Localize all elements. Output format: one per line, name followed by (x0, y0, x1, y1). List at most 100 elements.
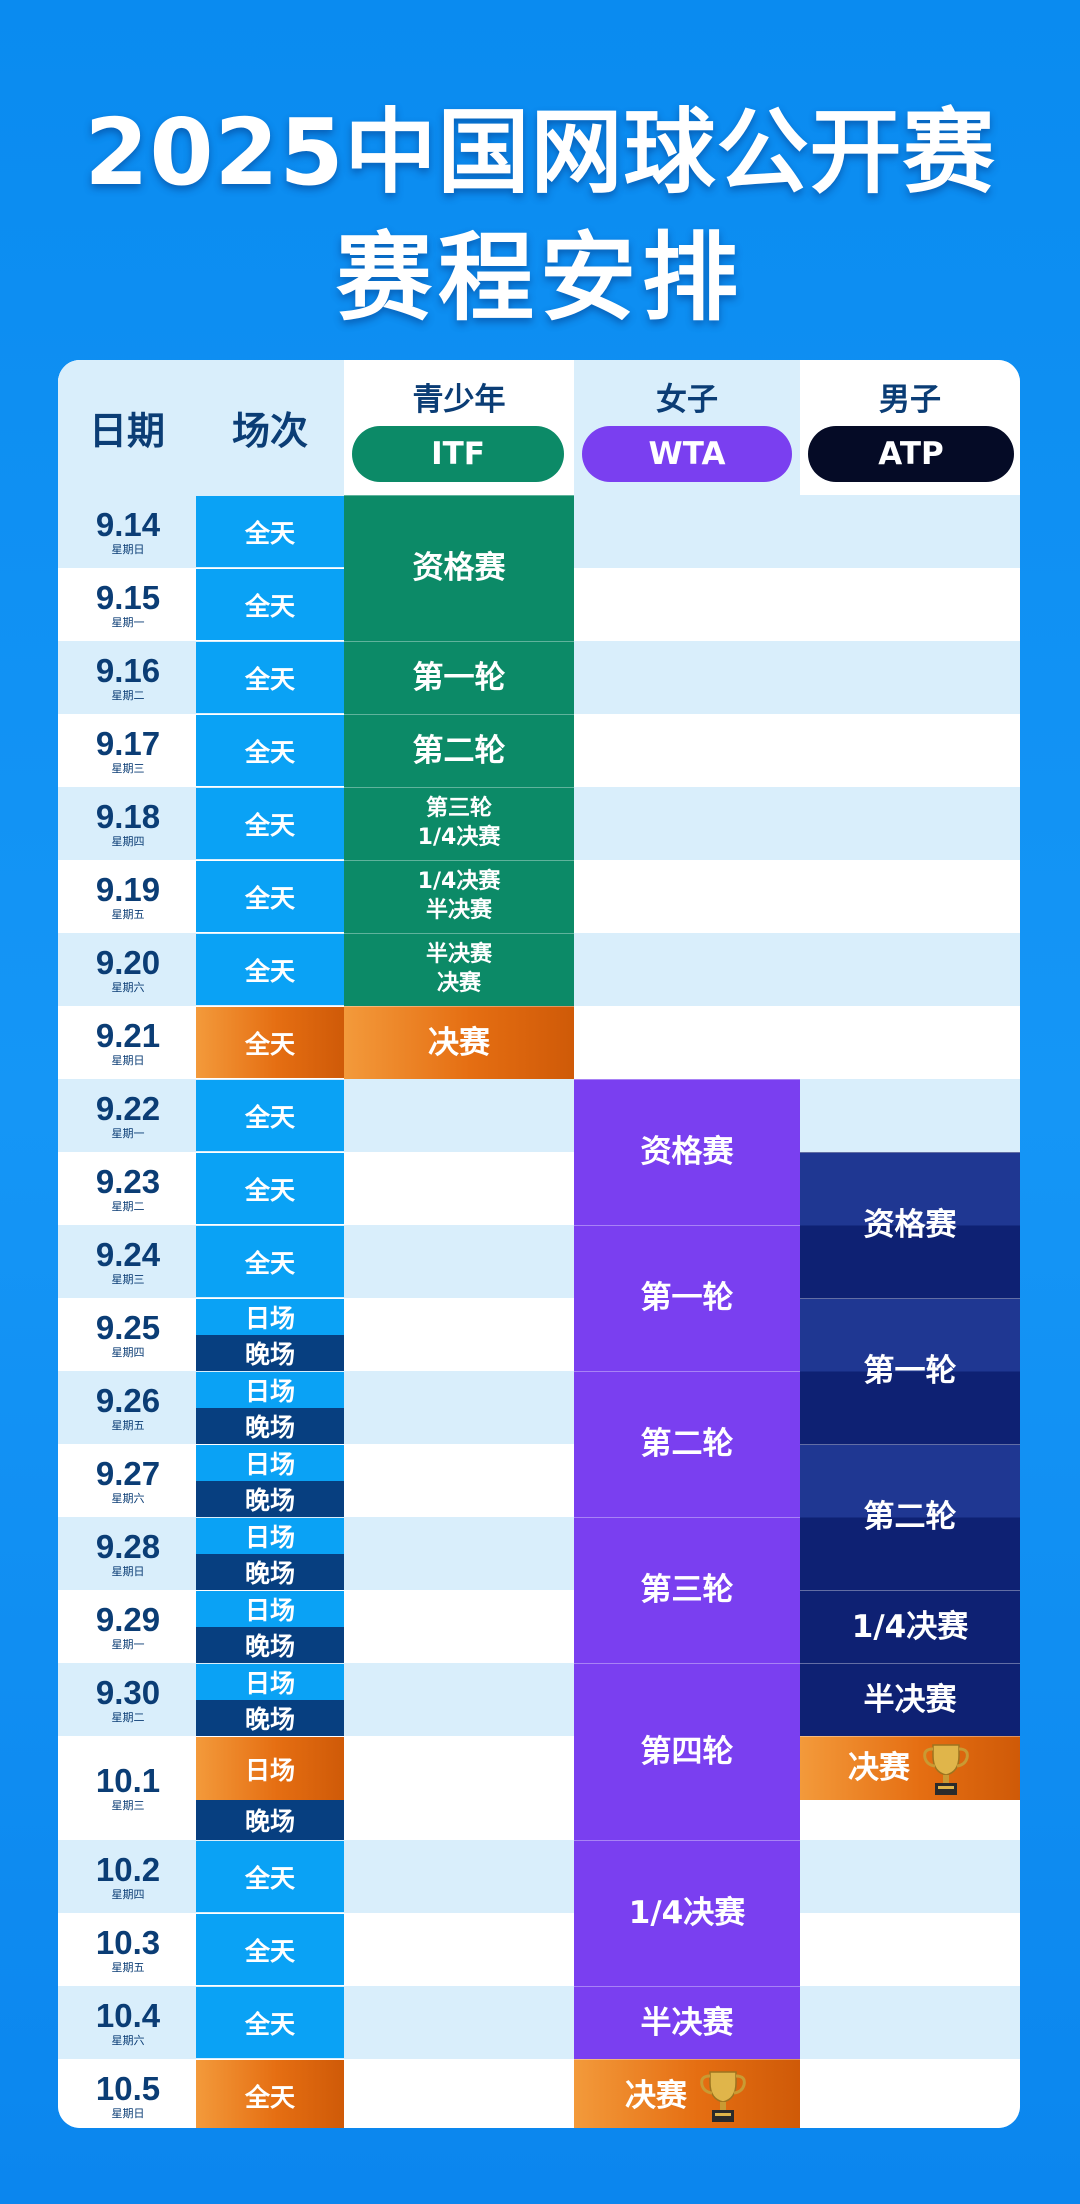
atp-round-cell: 资格赛 (800, 1152, 1020, 1298)
session-full-day: 全天 (196, 1987, 344, 2058)
date-label: 9.30 (95, 1673, 161, 1711)
atp-round-label: 资格赛 (863, 1207, 957, 1244)
date-label: 10.3 (95, 1923, 161, 1961)
session-night: 晚场 (196, 1481, 344, 1517)
header-session: 场次 (231, 409, 308, 453)
date-cell: 9.29 星期一 (58, 1590, 198, 1663)
wta-round-label: 资格赛 (640, 1134, 734, 1171)
weekday-label: 星期五 (111, 907, 145, 921)
wta-round-label: 第二轮 (640, 1426, 734, 1463)
itf-round-cell: 资格赛 (344, 495, 574, 641)
itf-round-cell: 半决赛 决赛 (344, 933, 574, 1006)
date-cell: 10.4 星期六 (58, 1986, 198, 2059)
itf-round-cell: 第三轮 1/4决赛 (344, 787, 574, 860)
date-label: 9.23 (95, 1162, 161, 1200)
wta-round-cell: 半决赛 (574, 1986, 800, 2059)
date-label: 9.28 (95, 1527, 161, 1565)
session-night: 晚场 (196, 1700, 344, 1736)
wta-round-cell: 第二轮 (574, 1371, 800, 1517)
session-night: 晚场 (196, 1627, 344, 1663)
itf-round-label: 决赛 (428, 1024, 490, 1061)
atp-round-cell: 决赛 (800, 1736, 1020, 1800)
weekday-label: 星期四 (111, 1345, 145, 1359)
schedule-table: 日期 场次 青少年 ITF 女子 WTA 男子 ATP 9.14 星期日 9.15 星… (58, 360, 1020, 2128)
atp-round-label: 第二轮 (863, 1499, 957, 1536)
date-label: 9.14 (95, 505, 161, 543)
date-cell: 9.30 星期二 (58, 1663, 198, 1736)
date-cell: 9.18 星期四 (58, 787, 198, 860)
session-day: 日场 (196, 1664, 344, 1700)
session-full-day: 全天 (196, 1153, 344, 1224)
itf-round-cell: 第一轮 (344, 641, 574, 714)
page-subtitle: 赛程安排 (336, 222, 744, 334)
date-label: 9.26 (95, 1381, 161, 1419)
weekday-label: 星期一 (111, 615, 145, 629)
date-label: 10.5 (95, 2069, 161, 2107)
date-cell: 9.14 星期日 (58, 495, 198, 568)
itf-round-label: 1/4决赛 半决赛 (417, 869, 501, 923)
session-day: 日场 (196, 1299, 344, 1335)
date-label: 9.29 (95, 1600, 161, 1638)
header-wta-group: 女子 (656, 382, 718, 418)
weekday-label: 星期日 (111, 542, 145, 556)
wta-round-cell: 资格赛 (574, 1079, 800, 1225)
itf-round-cell: 1/4决赛 半决赛 (344, 860, 574, 933)
session-full-day: 全天 (196, 788, 344, 859)
session-full-day: 全天 (196, 1080, 344, 1151)
weekday-label: 星期一 (111, 1126, 145, 1140)
date-cell: 10.2 星期四 (58, 1840, 198, 1913)
itf-round-cell: 决赛 (344, 1006, 574, 1079)
date-cell: 9.23 星期二 (58, 1152, 198, 1225)
date-label: 9.15 (95, 578, 161, 616)
date-cell: 10.3 星期五 (58, 1913, 198, 1986)
weekday-label: 星期二 (111, 1199, 145, 1213)
session-full-day: 全天 (196, 2060, 344, 2128)
wta-round-label: 半决赛 (640, 2004, 734, 2041)
date-label: 9.24 (95, 1235, 161, 1273)
wta-badge: WTA (582, 426, 792, 482)
session-full-day: 全天 (196, 569, 344, 640)
weekday-label: 星期四 (111, 834, 145, 848)
itf-round-label: 第三轮 1/4决赛 (417, 796, 501, 850)
session-day: 日场 (196, 1518, 344, 1554)
date-cell: 10.1 星期三 (58, 1736, 198, 1840)
session-night: 晚场 (196, 1554, 344, 1590)
weekday-label: 星期五 (111, 1960, 145, 1974)
date-label: 9.25 (95, 1308, 161, 1346)
date-label: 9.18 (95, 797, 161, 835)
session-day: 日场 (196, 1445, 344, 1481)
trophy-icon (920, 1740, 972, 1798)
atp-round-cell: 第二轮 (800, 1444, 1020, 1590)
session-full-day: 全天 (196, 1226, 344, 1297)
page-title: 2025中国网球公开赛 (84, 99, 996, 206)
itf-badge: ITF (352, 426, 564, 482)
wta-round-cell: 1/4决赛 (574, 1840, 800, 1986)
weekday-label: 星期二 (111, 1710, 145, 1724)
date-cell: 9.24 星期三 (58, 1225, 198, 1298)
date-cell: 9.17 星期三 (58, 714, 198, 787)
itf-round-cell: 第二轮 (344, 714, 574, 787)
date-label: 9.21 (95, 1016, 161, 1054)
wta-round-label: 第三轮 (640, 1572, 734, 1609)
atp-round-cell: 第一轮 (800, 1298, 1020, 1444)
weekday-label: 星期五 (111, 1418, 145, 1432)
header-session-bg (196, 360, 344, 495)
wta-round-cell: 决赛 (574, 2059, 800, 2128)
session-full-day: 全天 (196, 1007, 344, 1078)
wta-round-cell: 第一轮 (574, 1225, 800, 1371)
session-day: 日场 (196, 1737, 344, 1800)
header-itf-group: 青少年 (412, 382, 506, 418)
atp-round-cell: 1/4决赛 (800, 1590, 1020, 1663)
wta-round-label: 1/4决赛 (628, 1895, 746, 1932)
header-atp-group: 男子 (879, 382, 941, 418)
atp-badge: ATP (808, 426, 1014, 482)
session-full-day: 全天 (196, 642, 344, 713)
session-full-day: 全天 (196, 861, 344, 932)
date-cell: 9.16 星期二 (58, 641, 198, 714)
wta-round-label: 第一轮 (640, 1280, 734, 1317)
weekday-label: 星期日 (111, 1564, 145, 1578)
weekday-label: 星期日 (111, 2106, 145, 2120)
date-cell: 10.5 星期日 (58, 2059, 198, 2128)
header-date-bg (58, 360, 196, 495)
session-full-day: 全天 (196, 715, 344, 786)
